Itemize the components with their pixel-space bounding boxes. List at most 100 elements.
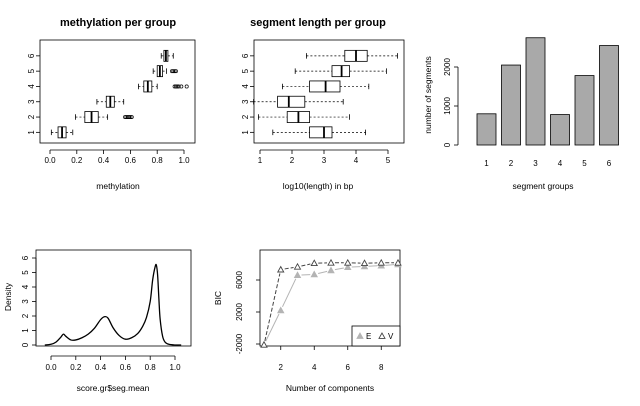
- bar-group-2: [501, 64, 521, 146]
- bic-series-V-point: [360, 259, 369, 267]
- bic-series-V-point: [293, 262, 302, 270]
- bic-series-E-segment: [265, 313, 280, 342]
- segment-length-box-group-3: [277, 95, 306, 108]
- bar-group-3: [525, 37, 546, 146]
- methylation-y-tick-label: 3: [27, 99, 36, 104]
- segment-length-y-tick-label: 6: [241, 53, 250, 58]
- segment-length-xlabel: log10(length) in bp: [283, 181, 354, 191]
- bic-series-V-point: [260, 340, 268, 348]
- density-x-tick-label: 0.6: [120, 363, 132, 372]
- methylation-y-tick-label: 5: [27, 68, 36, 73]
- bar-x-tick-label: 3: [533, 159, 538, 168]
- methylation-outlier-point: [174, 69, 178, 74]
- methylation-x-tick-label: 0.2: [71, 156, 83, 165]
- density-y-tick-label: 2: [21, 313, 30, 318]
- segment-length-x-tick-label: 5: [386, 156, 391, 165]
- bic-y-tick-label: 6000: [235, 271, 244, 289]
- bar-group-1: [476, 113, 497, 146]
- bic-series-V-segment: [264, 273, 281, 342]
- density-panel: score.gr$seg.mean Density 0.0 0.2 0.4 0.6 0.…: [3, 249, 192, 393]
- methylation-outlier-point: [128, 115, 133, 120]
- methylation-x-tick-label: 0.8: [152, 156, 164, 165]
- bar-y-tick-label: 2000: [443, 58, 452, 76]
- bic-legend-marker-V: [378, 332, 386, 339]
- bic-x-tick-label: 2: [279, 363, 284, 372]
- bic-panel: Number of components BIC 2 4 6 8 -2000 2000 60…: [213, 249, 402, 393]
- bar-x-tick-label: 1: [484, 159, 489, 168]
- density-y-tick-label: 3: [21, 299, 30, 304]
- methylation-outlier-point: [169, 69, 174, 74]
- segment-length-y-tick-label: 5: [241, 68, 250, 73]
- methylation-outlier-point: [172, 69, 177, 74]
- bic-series-E-segment: [334, 267, 344, 271]
- methylation-x-tick-label: 0.0: [44, 156, 56, 165]
- methylation-outlier-point: [125, 115, 130, 120]
- segment-length-x-tick-label: 3: [322, 156, 327, 165]
- segment-length-x-tick-label: 2: [290, 156, 295, 165]
- bar-x-tick-label: 2: [509, 159, 514, 168]
- segment-length-plot-frame: [253, 39, 405, 144]
- bic-series-V-segment: [301, 263, 311, 267]
- methylation-outlier-point: [172, 84, 177, 89]
- density-y-tick-label: 0: [21, 342, 30, 347]
- bar-x-tick-label: 4: [558, 159, 563, 168]
- bic-series-E-point: [310, 270, 319, 278]
- methylation-outlier-point: [174, 84, 178, 89]
- bar-group-4: [550, 114, 570, 146]
- density-xlabel: score.gr$seg.mean: [77, 383, 150, 393]
- bar-group-5: [574, 75, 595, 146]
- methylation-boxplot-panel: methylation per group methylation 0.0 0.2…: [27, 17, 196, 191]
- density-x-tick-label: 0.4: [95, 363, 107, 372]
- bic-y-tick-label: 2000: [235, 303, 244, 321]
- segment-length-y-tick-label: 1: [241, 130, 250, 135]
- bic-series-E-point: [293, 271, 302, 279]
- bic-series-E-segment: [318, 270, 328, 274]
- segments-bar-panel: segment groups number of segments 0 1000 2…: [423, 37, 619, 191]
- density-y-tick-label: 5: [21, 270, 30, 275]
- bic-legend-label-E: E: [366, 332, 371, 341]
- methylation-outlier-point: [127, 115, 132, 120]
- bic-legend-box: [351, 325, 401, 347]
- density-y-tick-label: 6: [21, 255, 30, 260]
- density-plot-frame: [35, 249, 192, 347]
- bar-y-tick-label: 1000: [443, 97, 452, 115]
- density-ylabel: Density: [3, 282, 13, 311]
- bar-ylabel: number of segments: [423, 56, 433, 133]
- bic-series-E-segment: [282, 278, 297, 308]
- methylation-outlier-point: [176, 84, 181, 89]
- segment-length-box-group-1: [309, 126, 333, 139]
- bic-legend-label-V: V: [388, 332, 394, 341]
- methylation-outlier-point: [124, 115, 129, 120]
- methylation-plot-frame: [39, 39, 196, 144]
- methylation-outlier-point: [184, 84, 189, 89]
- methylation-y-tick-label: 1: [27, 130, 36, 135]
- density-y-tick-label: 1: [21, 328, 30, 333]
- bic-series-V-segment: [284, 266, 294, 270]
- bic-y-tick-label: -2000: [235, 333, 244, 354]
- bic-series-V-point: [327, 258, 335, 266]
- bic-series-E-point: [360, 262, 369, 270]
- bic-series-E-point: [343, 263, 352, 271]
- segment-length-y-tick-label: 4: [241, 84, 250, 89]
- bar-x-tick-label: 6: [607, 159, 612, 168]
- bic-legend-marker-E: [356, 332, 364, 339]
- segment-length-y-tick-label: 3: [241, 99, 250, 104]
- bar-xlabel: segment groups: [513, 181, 574, 191]
- bar-group-6: [599, 45, 619, 146]
- bic-series-V-point: [310, 259, 319, 267]
- segment-length-boxplot-panel: segment length per group log10(length) i…: [241, 17, 405, 191]
- methylation-y-tick-label: 6: [27, 53, 36, 58]
- bic-x-tick-label: 6: [346, 363, 351, 372]
- bic-ylabel: BIC: [213, 291, 223, 305]
- bic-series-E-point: [276, 306, 285, 314]
- bic-series-V-point: [377, 258, 386, 266]
- bic-series-E-point: [327, 266, 335, 274]
- methylation-x-tick-label: 0.6: [125, 156, 137, 165]
- bar-x-tick-label: 5: [582, 159, 587, 168]
- bic-series-V-point: [276, 265, 285, 273]
- bic-series-V-point: [394, 258, 402, 266]
- bic-xlabel: Number of components: [286, 383, 374, 393]
- bar-y-tick-label: 0: [443, 142, 452, 147]
